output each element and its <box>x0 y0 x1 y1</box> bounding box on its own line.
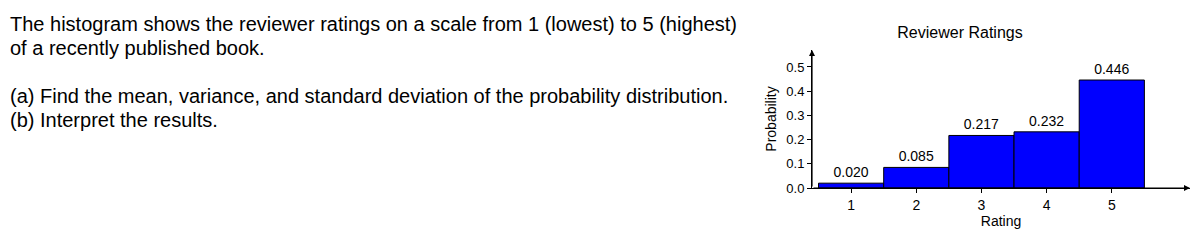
svg-text:Rating: Rating <box>981 213 1021 229</box>
html-text:(b) Interpret the results.: (b) Interpret the results. <box>10 109 218 131</box>
svg-text:1: 1 <box>847 197 855 213</box>
svg-text:0.0: 0.0 <box>786 181 804 196</box>
svg-text:0.2: 0.2 <box>786 132 804 147</box>
svg-text:0.020: 0.020 <box>833 164 868 180</box>
svg-text:5: 5 <box>1108 197 1116 213</box>
svg-text:0.085: 0.085 <box>899 148 934 164</box>
svg-text:0.446: 0.446 <box>1094 61 1129 77</box>
svg-text:Probability: Probability <box>763 86 779 151</box>
svg-text:Reviewer Ratings: Reviewer Ratings <box>897 24 1022 41</box>
html-text:The histogram shows the review: The histogram shows the reviewer ratings… <box>10 13 737 59</box>
svg-text:0.4: 0.4 <box>786 84 804 99</box>
svg-text:4: 4 <box>1043 197 1051 213</box>
svg-text:0.3: 0.3 <box>786 108 804 123</box>
svg-text:3: 3 <box>978 197 986 213</box>
svg-text:0.5: 0.5 <box>786 59 804 74</box>
html-text:(a) Find the mean, variance, a: (a) Find the mean, variance, and standar… <box>10 85 729 107</box>
svg-text:0.1: 0.1 <box>786 156 804 171</box>
svg-text:2: 2 <box>912 197 920 213</box>
svg-text:0.232: 0.232 <box>1029 113 1064 129</box>
svg-text:0.217: 0.217 <box>964 116 999 132</box>
